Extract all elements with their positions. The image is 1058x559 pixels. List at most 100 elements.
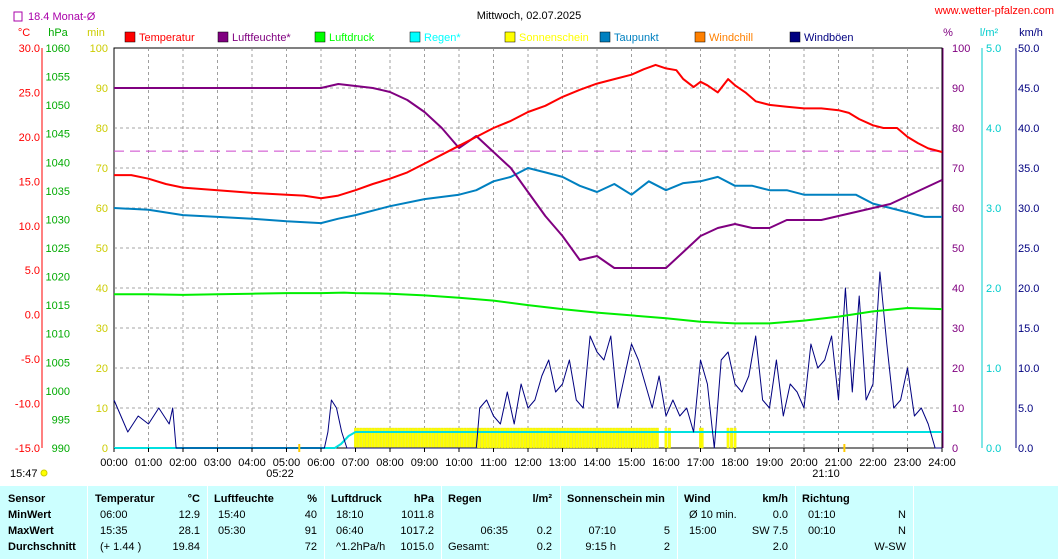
tick-label-rain_lm2: 5.0 (986, 43, 1001, 55)
x-tick-label: 15:00 (618, 457, 646, 469)
x-tick-label: 03:00 (204, 457, 232, 469)
tick-label-humidity_pct: 0 (952, 443, 958, 455)
stats-press-value: 1017.2 (400, 525, 434, 537)
sunshine-bar (566, 427, 570, 449)
tick-label-pressure_hpa: 1045 (46, 129, 70, 141)
sunshine-bar (618, 427, 622, 449)
tick-label-sun_min: 40 (96, 283, 108, 295)
sunshine-bar (572, 427, 576, 449)
stats-press-time: 06:40 (336, 525, 364, 537)
x-tick-label: 24:00 (928, 457, 956, 469)
legend-swatch (124, 31, 136, 43)
tick-label-pressure_hpa: 1050 (46, 100, 70, 112)
tick-label-humidity_pct: 60 (952, 203, 964, 215)
tick-label-wind_kmh: 50.0 (1018, 43, 1039, 55)
stats-press-time: ^1.2hPa/h (336, 541, 386, 553)
stats-hum-value: 91 (304, 525, 317, 537)
sunshine-bar (647, 427, 651, 449)
weather-chart: 30.0 25.0 20.0 15.0 10.0 5.0 0.0 -5.0 -10.0 -15.0… (10, 5, 1054, 480)
stats-header-dir: Richtung (802, 493, 850, 505)
sunshine-bar (552, 427, 556, 449)
stats-press-value: 1015.0 (400, 541, 434, 553)
stats-hum-value: 40 (304, 509, 317, 521)
tick-label-temp_c: -5.0 (21, 354, 40, 366)
humidity-axis-unit: % (943, 27, 953, 39)
legend-swatch (504, 31, 516, 43)
tick-label-wind_kmh: 0.0 (1018, 443, 1033, 455)
sunshine-bar (483, 427, 487, 449)
chart-markers: 15:47 05:22 21:10 (10, 444, 846, 480)
x-tick-label: 21:00 (825, 457, 853, 469)
stats-header-press: Luftdruck (331, 493, 382, 505)
stats-divider (207, 486, 208, 559)
tick-label-wind_kmh: 15.0 (1018, 323, 1039, 335)
stats-header-sun: Sonnenschein min (567, 493, 665, 505)
sunshine-bar (523, 427, 527, 449)
tick-label-rain_lm2: 4.0 (986, 123, 1001, 135)
legend-label: Regen* (424, 32, 461, 44)
stats-sun-value: 2 (663, 541, 670, 553)
stats-divider (560, 486, 561, 559)
tick-label-temp_c: 15.0 (19, 176, 40, 188)
tick-label-sun_min: 20 (96, 363, 108, 375)
stats-dir-value: W-SW (874, 541, 906, 553)
tick-label-sun_min: 100 (90, 43, 108, 55)
stats-sun-value: 5 (663, 525, 670, 537)
stats-divider (324, 486, 325, 559)
stats-wind-value: 0.0 (772, 509, 788, 521)
sunshine-bar (509, 427, 513, 449)
stats-row-label: Durchschnitt (8, 541, 76, 553)
stats-temp-value: 19.84 (172, 541, 200, 553)
sunshine-bar (520, 427, 524, 449)
series-line-regen (114, 431, 942, 449)
tick-label-wind_kmh: 45.0 (1018, 83, 1039, 95)
stats-temp-value: 12.9 (178, 509, 200, 521)
stats-sun-time: 07:10 (588, 525, 616, 537)
tick-label-pressure_hpa: 1020 (46, 272, 70, 284)
stats-divider (913, 486, 914, 559)
tick-label-rain_lm2: 2.0 (986, 283, 1001, 295)
stats-wind-label: Ø 10 min. (689, 509, 737, 521)
tick-label-sun_min: 50 (96, 243, 108, 255)
stats-header-temp: Temperatur (95, 493, 155, 505)
legend-label: Taupunkt (614, 32, 659, 44)
sunshine-bar (635, 427, 639, 449)
stats-header-wind: Wind (684, 493, 711, 505)
tick-label-rain_lm2: 3.0 (986, 203, 1001, 215)
x-tick-label: 00:00 (100, 457, 128, 469)
sunshine-bar (535, 427, 538, 449)
x-tick-label: 05:00 (273, 457, 301, 469)
tick-label-humidity_pct: 70 (952, 163, 964, 175)
stats-press-time: 18:10 (336, 509, 364, 521)
temp-axis-unit: °C (18, 27, 30, 39)
tick-label-temp_c: -15.0 (15, 443, 40, 455)
sunrise-label: 05:22 (266, 468, 294, 480)
sunshine-bar (589, 427, 593, 449)
sunshine-bar (601, 427, 605, 449)
stats-temp-time: (+ 1.44 ) (100, 541, 142, 553)
tick-label-rain_lm2: 1.0 (986, 363, 1001, 375)
series-line-temperatur (114, 63, 943, 200)
sunshine-bar (503, 427, 507, 449)
x-tick-label: 08:00 (376, 457, 404, 469)
legend-swatch (217, 31, 229, 43)
stats-row-label: MinWert (8, 509, 52, 521)
stats-hum-time: 05:30 (218, 525, 246, 537)
tick-label-pressure_hpa: 1010 (46, 329, 70, 341)
tick-label-temp_c: 0.0 (25, 310, 40, 322)
sunshine-bars (354, 427, 737, 449)
x-tick-label: 02:00 (169, 457, 197, 469)
tick-label-temp_c: -10.0 (15, 399, 40, 411)
source-link[interactable]: www.wetter-pfalzen.com (934, 5, 1054, 17)
tick-label-humidity_pct: 30 (952, 323, 964, 335)
stats-divider (441, 486, 442, 559)
sunshine-bar (610, 427, 613, 449)
tick-label-sun_min: 80 (96, 123, 108, 135)
sunshine-bar (627, 427, 630, 449)
stats-header-rain-unit: l/m² (532, 493, 552, 505)
tick-label-temp_c: 30.0 (19, 43, 40, 55)
sunshine-bar (486, 427, 490, 449)
legend-swatch (789, 31, 801, 43)
current-time-label: 15:47 (10, 468, 38, 480)
legend-label: Sonnenschein (519, 32, 589, 44)
